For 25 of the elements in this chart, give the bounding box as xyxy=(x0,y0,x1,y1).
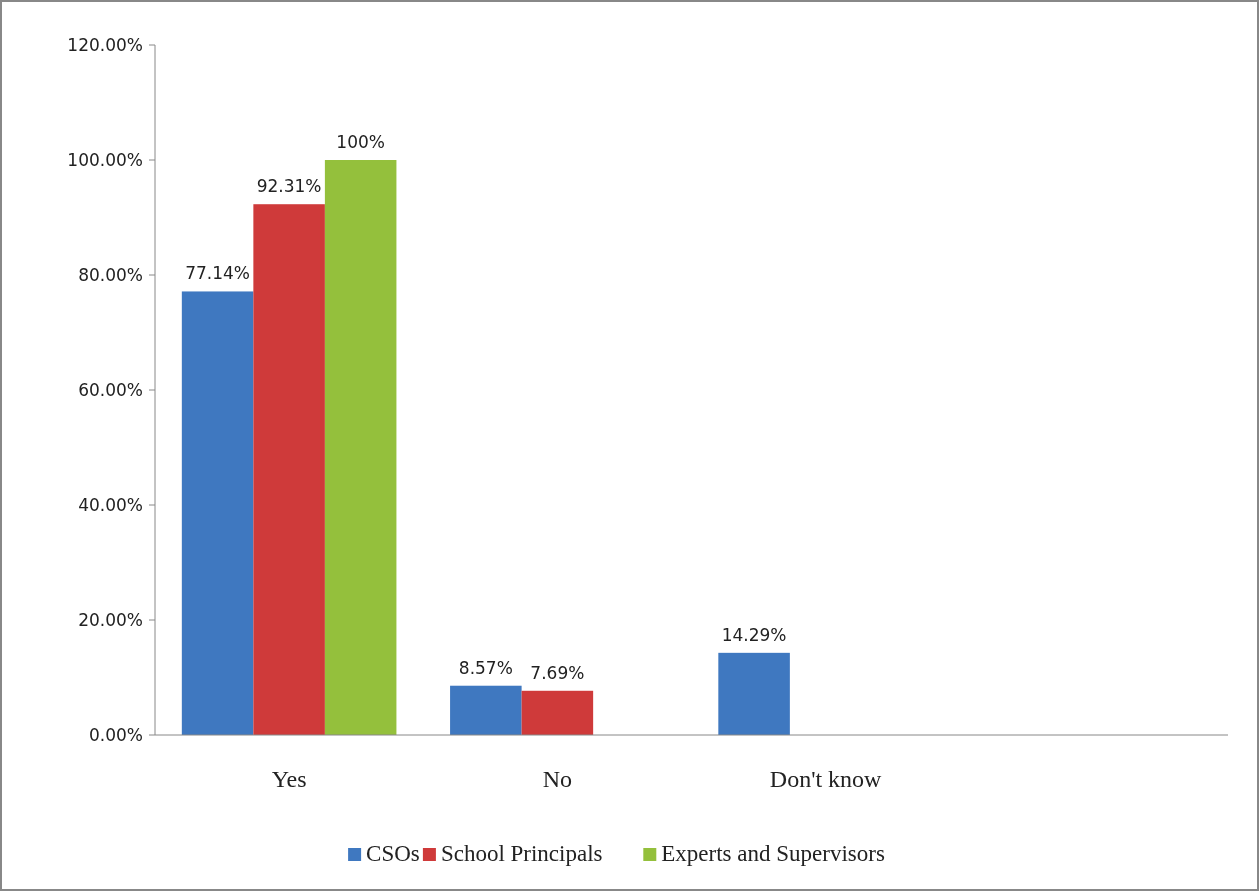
bar xyxy=(521,690,594,735)
legend-label: Experts and Supervisors xyxy=(661,841,885,866)
data-label: 92.31% xyxy=(256,176,322,197)
data-label: 14.29% xyxy=(721,624,787,645)
bar xyxy=(718,652,790,735)
data-label: 77.14% xyxy=(185,263,251,284)
bar xyxy=(181,291,254,735)
y-tick-label: 120.00% xyxy=(67,34,143,55)
y-tick-label: 60.00% xyxy=(78,379,143,400)
y-tick-label: 100.00% xyxy=(67,149,143,170)
bar xyxy=(324,160,397,735)
bar xyxy=(253,204,325,735)
x-tick-label: Don't know xyxy=(769,766,883,792)
x-tick-label: No xyxy=(542,766,573,792)
data-label: 7.69% xyxy=(530,662,585,683)
legend-label: School Principals xyxy=(440,841,603,866)
data-label: 100% xyxy=(336,132,385,152)
x-tick-label: Yes xyxy=(271,766,307,792)
y-tick-label: 0.00% xyxy=(88,724,143,745)
legend-label: CSOs xyxy=(366,841,420,866)
y-tick-label: 80.00% xyxy=(78,264,143,285)
y-tick-label: 40.00% xyxy=(78,494,143,515)
y-tick-label: 20.00% xyxy=(78,609,143,630)
data-label: 8.57% xyxy=(458,657,513,678)
bar xyxy=(450,685,522,735)
